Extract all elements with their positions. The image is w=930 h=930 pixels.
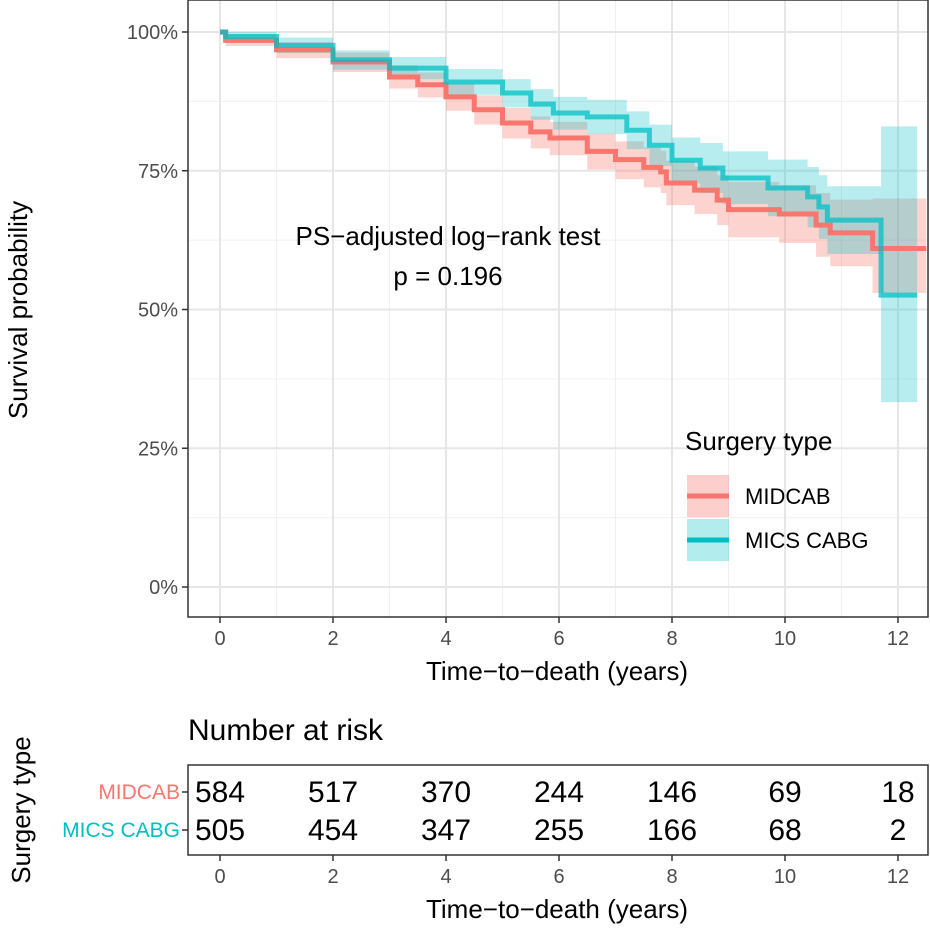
ci-band-mics-cabg [220,32,918,403]
x-axis-label: Time−to−death (years) [426,656,688,686]
x-tick-label: 0 [214,628,225,650]
risk-count: 454 [308,814,358,847]
risk-table: 0 584 505 2 517 454 4 370 347 6 244 255 8 146 166 10 69 6… [182,764,929,888]
y-tick-label: 100% [127,22,178,44]
y-tick-label: 25% [138,438,178,460]
x-tick-label: 6 [553,628,564,650]
risk-count: 69 [768,776,801,809]
x-tick-label: 10 [774,628,796,650]
risk-table-title: Number at risk [188,714,384,747]
annotation-line-2: p = 0.196 [393,261,502,291]
annotation-line-1: PS−adjusted log−rank test [296,221,602,251]
y-tick-label: 75% [138,161,178,183]
risk-count: 255 [534,814,584,847]
legend-title: Surgery type [685,426,832,456]
legend-label-mics: MICS CABG [745,528,868,553]
risk-table-x-label: Time−to−death (years) [426,894,688,924]
x-tick-label: 2 [327,628,338,650]
x-tick-label: 12 [887,628,909,650]
ci-band-midcab [220,32,927,293]
legend: Surgery type MIDCAB MICS CABG [685,426,868,561]
risk-count: 18 [881,776,914,809]
risk-count: 166 [647,814,697,847]
risk-count: 2 [890,814,907,847]
survival-plot: 0 2 4 6 8 10 12 0% 25% 50% 75% 100% [127,0,929,650]
y-tick-label: 0% [149,577,178,599]
risk-table-row-label-mics: MICS CABG [62,819,180,842]
risk-count: 505 [195,814,245,847]
y-axis-label: Survival probability [3,201,33,419]
legend-label-midcab: MIDCAB [745,484,831,509]
risk-count: 347 [421,814,471,847]
x-tick-label: 8 [666,628,677,650]
risk-table-y-label: Surgery type [6,736,36,883]
x-tick-label: 4 [440,628,451,650]
risk-x-tick-label: 8 [666,866,677,888]
risk-table-row-label-midcab: MIDCAB [98,781,180,804]
risk-x-tick-label: 6 [553,866,564,888]
survival-curve-mics-cabg [220,29,918,298]
risk-count: 68 [768,814,801,847]
risk-count: 517 [308,776,358,809]
risk-count: 244 [534,776,584,809]
risk-count: 370 [421,776,471,809]
risk-x-tick-label: 12 [887,866,909,888]
y-tick-label: 50% [138,300,178,322]
plot-border [187,0,929,618]
risk-x-tick-label: 2 [327,866,338,888]
risk-x-tick-label: 4 [440,866,451,888]
risk-x-tick-label: 0 [214,866,225,888]
risk-x-tick-label: 10 [774,866,796,888]
risk-count: 146 [647,776,697,809]
risk-count: 584 [195,776,245,809]
risk-table-panel [187,764,929,856]
